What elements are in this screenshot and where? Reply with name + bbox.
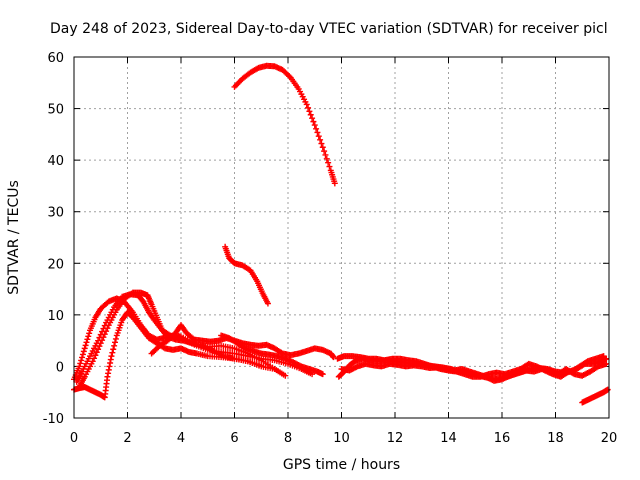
data-point	[85, 333, 92, 340]
data-point	[99, 337, 106, 344]
x-axis-label: GPS time / hours	[283, 457, 400, 473]
x-tick-label: 2	[123, 431, 131, 446]
data-point	[91, 355, 98, 362]
x-tick-label: 12	[387, 431, 404, 446]
data-point	[101, 331, 108, 338]
data-point	[315, 133, 322, 140]
data-point	[264, 300, 271, 307]
series-arc-f	[218, 332, 326, 378]
plot-frame	[73, 56, 610, 419]
y-axis-label: SDTVAR / TECUs	[6, 180, 22, 295]
data-point	[331, 180, 338, 187]
data-point	[303, 101, 310, 108]
data-point	[104, 325, 111, 332]
data-point	[103, 328, 110, 335]
series-arc-d	[71, 309, 265, 401]
y-tick-label: 30	[47, 206, 64, 221]
x-tick-label: 10	[333, 431, 350, 446]
data-point	[311, 122, 318, 129]
tick-labels: 0 2 4 6 8 10 12 14 16 18 20 -10 0 10 20 30 40 50 60	[43, 51, 618, 446]
data-point	[321, 148, 328, 155]
data-point	[95, 346, 102, 353]
data-point	[310, 118, 317, 125]
data-point	[77, 360, 84, 367]
data-point	[112, 339, 119, 346]
data-point	[271, 366, 278, 373]
data-point	[604, 386, 611, 393]
y-tick-label: 20	[47, 257, 64, 272]
series-arc-j	[579, 386, 611, 406]
data-point	[80, 348, 87, 355]
y-tick-label: 50	[47, 103, 64, 118]
data-point	[319, 371, 326, 378]
y-tick-label: 0	[56, 360, 64, 375]
data-point	[111, 342, 118, 349]
series-arc-e	[148, 322, 337, 361]
data-point	[323, 155, 330, 162]
data-point	[83, 339, 90, 346]
y-tick-label: -10	[43, 412, 64, 427]
x-tick-label: 18	[547, 431, 564, 446]
data-point	[78, 357, 85, 364]
data-point	[108, 353, 115, 360]
data-point	[306, 108, 313, 115]
data-point	[79, 354, 86, 361]
y-tick-label: 40	[47, 154, 64, 169]
data-point	[109, 349, 116, 356]
plot-marks	[71, 62, 611, 406]
y-tick-label: 60	[47, 51, 64, 66]
data-point	[258, 362, 265, 369]
data-point	[309, 115, 316, 122]
x-tick-label: 20	[601, 431, 618, 446]
y-tick-label: 10	[47, 309, 64, 324]
chart-title: Day 248 of 2023, Sidereal Day-to-day VTE…	[50, 21, 608, 37]
series-arc-mid	[222, 243, 271, 307]
data-point	[93, 349, 100, 356]
x-tick-label: 8	[284, 431, 292, 446]
data-point	[603, 360, 610, 367]
data-point	[318, 140, 325, 147]
data-point	[317, 136, 324, 143]
data-point	[319, 144, 326, 151]
grid	[74, 57, 609, 418]
x-tick-label: 16	[494, 431, 511, 446]
data-point	[82, 342, 89, 349]
data-point	[305, 104, 312, 111]
x-tick-label: 14	[440, 431, 457, 446]
data-point	[79, 351, 86, 358]
data-point	[330, 354, 337, 361]
x-tick-label: 0	[70, 431, 78, 446]
data-point	[96, 343, 103, 350]
data-point	[110, 346, 117, 353]
data-point	[89, 358, 96, 365]
series-arc-i	[338, 360, 610, 384]
data-point	[112, 335, 119, 342]
data-point	[76, 363, 83, 370]
x-tick-label: 6	[230, 431, 238, 446]
x-tick-label: 4	[177, 431, 185, 446]
data-point	[97, 340, 104, 347]
data-point	[100, 334, 107, 341]
data-point	[603, 355, 610, 362]
data-point	[314, 129, 321, 136]
data-point	[84, 336, 91, 343]
data-point	[307, 111, 314, 118]
data-point	[81, 345, 88, 352]
data-point	[325, 159, 332, 166]
series-arc-top	[231, 62, 338, 187]
data-point	[150, 315, 157, 322]
data-point	[86, 330, 93, 337]
data-point	[313, 125, 320, 132]
data-point	[326, 163, 333, 170]
data-point	[92, 352, 99, 359]
data-point	[322, 151, 329, 158]
data-point	[282, 372, 289, 379]
